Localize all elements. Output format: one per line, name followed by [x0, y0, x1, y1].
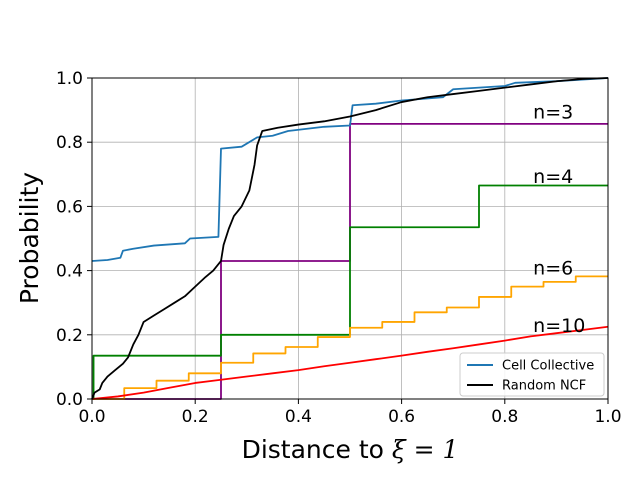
x-tick-label: 1.0: [594, 407, 621, 427]
series-line-cell-collective: [91, 77, 609, 262]
series-line-n-4: [92, 184, 608, 400]
axes-frame: [91, 77, 609, 400]
x-ticks: 0.0 0.2 0.4 0.6 0.8 1.0: [78, 399, 622, 427]
y-tick-label: 0.6: [56, 197, 83, 217]
series-line-random-ncf: [91, 77, 609, 400]
legend-label: Cell Collective: [502, 359, 594, 374]
y-tick-label: 0.2: [56, 326, 83, 346]
series-line-n-10: [91, 325, 609, 400]
x-axis-label: Distance to ξ = 1: [242, 435, 459, 464]
x-tick-label: 0.4: [285, 407, 312, 427]
series-annotation: n=6: [533, 257, 573, 279]
x-axis-label-prefix: Distance to: [242, 435, 392, 464]
x-tick-label: 0.0: [78, 407, 105, 427]
x-axis-label-math: ξ = 1: [392, 435, 459, 464]
series-annotation: n=4: [533, 166, 573, 188]
y-axis-label: Probability: [15, 172, 44, 304]
y-tick-label: 0.0: [56, 390, 83, 410]
series-line-n-6: [92, 275, 608, 400]
x-tick-label: 0.6: [388, 407, 415, 427]
plot-lines: [91, 77, 609, 400]
y-tick-label: 1.0: [56, 69, 83, 89]
legend-label: Random NCF: [502, 379, 586, 394]
annotations: n=3 n=4 n=6 n=10: [533, 102, 585, 337]
series-annotation: n=3: [533, 102, 573, 124]
x-tick-label: 0.8: [491, 407, 518, 427]
y-ticks: 0.0 0.2 0.4 0.6 0.8 1.0: [56, 69, 92, 410]
series-annotation: n=10: [533, 315, 585, 337]
y-tick-label: 0.4: [56, 262, 83, 282]
legend: Cell Collective Random NCF: [459, 352, 605, 397]
y-tick-label: 0.8: [56, 133, 83, 153]
plot-frame: [91, 77, 609, 400]
x-tick-label: 0.2: [182, 407, 209, 427]
legend-box: [459, 352, 605, 397]
